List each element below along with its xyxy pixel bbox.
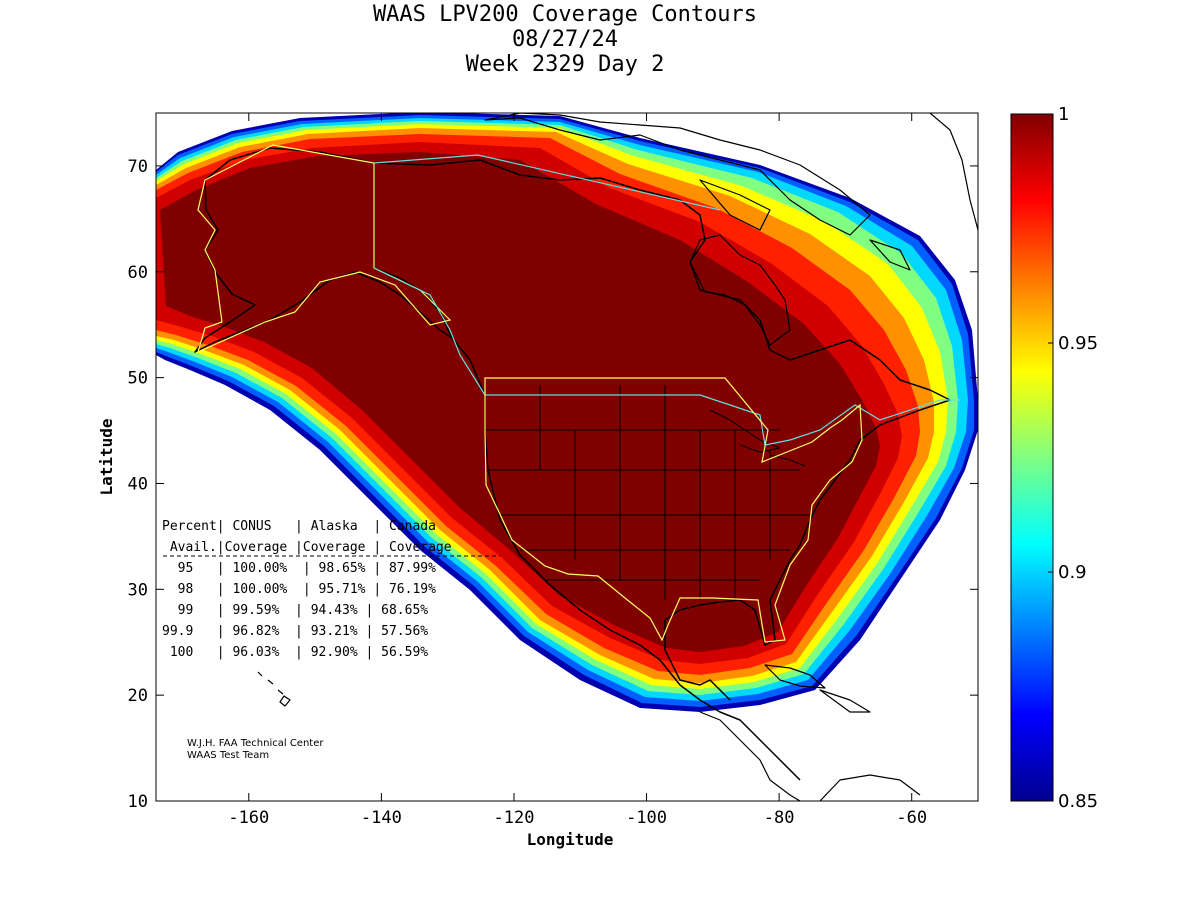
x-tick-label: -120: [493, 808, 534, 828]
greenland-coast: [929, 113, 978, 231]
table-row: 99.9 | 96.82% | 93.21% | 57.56%: [162, 624, 428, 639]
colorbar-tick-label: 1: [1058, 104, 1069, 125]
table-row: 98 | 100.00% | 95.71% | 76.19%: [162, 582, 436, 597]
x-tick-label: -60: [896, 808, 927, 828]
coverage-table: Percent| CONUS | Alaska | Canada Avail.|…: [162, 519, 500, 660]
y-tick-label: 20: [128, 686, 148, 706]
plot-frame: [155, 112, 979, 802]
service-boundaries: [197, 144, 960, 643]
table-header-2: Avail.|Coverage |Coverage | Coverage: [162, 540, 452, 555]
y-tick-label: 30: [128, 580, 148, 600]
colorbar: [1010, 113, 1054, 802]
table-row: 95 | 100.00% | 98.65% | 87.99%: [162, 561, 436, 576]
colorbar-tick-label: 0.85: [1058, 791, 1098, 812]
x-tick-label: -100: [626, 808, 667, 828]
colorbar-ticks: 1 0.95 0.9 0.85: [1048, 104, 1098, 812]
y-tick-label: 40: [128, 474, 148, 494]
arctic-islands: [484, 113, 911, 271]
chart-week: Week 2329 Day 2: [465, 52, 665, 77]
x-tick-label: -140: [361, 808, 402, 828]
north-coast: [373, 159, 951, 401]
cuba-caribbean: [764, 664, 871, 713]
conus-service-boundary: [484, 377, 863, 643]
south-america: [819, 774, 921, 801]
table-header-1: Percent| CONUS | Alaska | Canada: [162, 519, 436, 534]
y-tick-label: 50: [128, 369, 148, 389]
y-tick-label: 70: [128, 157, 148, 177]
y-tick-label: 60: [128, 263, 148, 283]
chart-title: WAAS LPV200 Coverage Contours: [372, 2, 758, 27]
credit-line-2: WAAS Test Team: [187, 750, 270, 761]
y-tick-label: 10: [128, 792, 148, 812]
hudson-bay: [689, 234, 791, 346]
hawaii: [257, 671, 291, 707]
canada-service-boundary: [373, 154, 960, 446]
axis-ticks: -160 -140 -120 -100 -80 -60 10 20 30 40 50 60 70: [128, 113, 978, 828]
table-row: 100 | 96.03% | 92.90% | 56.59%: [162, 645, 428, 660]
state-boundaries: [485, 385, 810, 600]
x-tick-label: -160: [228, 808, 269, 828]
chart-date: 08/27/24: [512, 27, 618, 52]
colorbar-tick-label: 0.95: [1058, 333, 1098, 354]
x-tick-label: -80: [764, 808, 795, 828]
gulf-east-coast: [664, 399, 951, 701]
x-axis-title: Longitude: [527, 830, 614, 849]
table-row: 99 | 99.59% | 94.43% | 68.65%: [162, 603, 428, 618]
y-axis-title: Latitude: [97, 418, 116, 495]
colorbar-tick-label: 0.9: [1058, 562, 1087, 583]
central-america: [699, 711, 801, 801]
coverage-contours: [156, 113, 978, 712]
credit-line-1: W.J.H. FAA Technical Center: [187, 738, 324, 749]
